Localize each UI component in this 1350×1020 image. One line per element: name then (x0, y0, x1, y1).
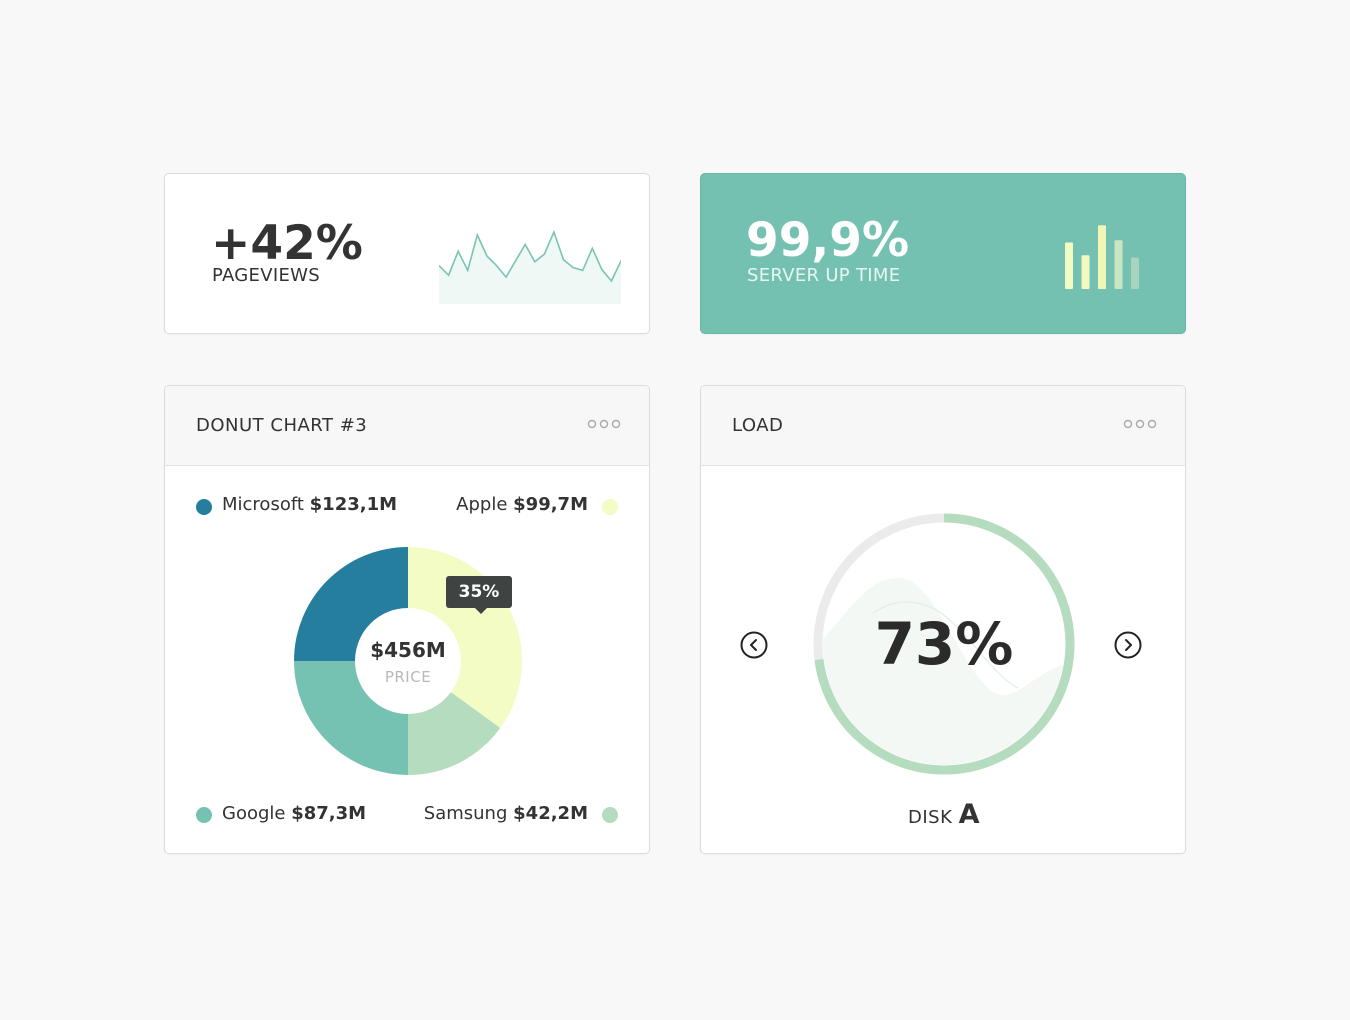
pageviews-label: PAGEVIEWS (212, 265, 320, 286)
legend-google-amount: $87,3M (291, 803, 367, 824)
legend-dot-microsoft (196, 499, 212, 515)
uptime-bar-5 (1131, 257, 1139, 289)
uptime-value: 99,9% (746, 213, 910, 268)
chevron-left-circle-icon[interactable] (740, 631, 768, 659)
sparkline-area (439, 232, 621, 304)
donut-total-value: $456M (370, 638, 446, 662)
donut-slice-samsung[interactable] (408, 692, 501, 775)
uptime-card: 99,9% SERVER UP TIME (700, 173, 1186, 334)
legend-apple-amount: $99,7M (513, 494, 588, 515)
uptime-bar-3 (1098, 225, 1106, 289)
donut-slice-google[interactable] (294, 661, 408, 775)
disk-label-letter: A (958, 799, 981, 830)
legend-dot-google (196, 807, 212, 823)
uptime-bar-1 (1065, 242, 1073, 289)
load-card-header: LOAD (701, 386, 1185, 466)
legend-dot-apple (602, 499, 618, 515)
more-dots-icon[interactable] (587, 418, 621, 430)
legend-microsoft-amount: $123,1M (309, 494, 398, 515)
legend-apple: Apple $99,7M (456, 494, 588, 515)
legend-samsung: Samsung $42,2M (424, 803, 588, 824)
donut-card-header: DONUT CHART #3 (165, 386, 649, 466)
legend-samsung-amount: $42,2M (513, 803, 588, 824)
gauge-progress-ring (813, 513, 1075, 775)
legend-microsoft: Microsoft $123,1M (222, 494, 397, 515)
donut-total-label: PRICE (384, 668, 432, 686)
disk-label: DISK A (844, 799, 1044, 830)
gauge-wave-line (872, 601, 1019, 689)
pageviews-sparkline (439, 229, 621, 304)
uptime-label: SERVER UP TIME (747, 265, 901, 286)
donut-chart (294, 547, 522, 775)
legend-samsung-name: Samsung (423, 803, 508, 824)
donut-slice-microsoft[interactable] (294, 547, 408, 661)
sparkline-line (439, 229, 621, 283)
legend-microsoft-name: Microsoft (222, 494, 304, 515)
uptime-bar-4 (1114, 240, 1123, 289)
legend-google-name: Google (222, 803, 286, 824)
disk-load-value: 73% (874, 610, 1014, 678)
donut-tooltip: 35% (446, 576, 512, 614)
load-card-title: LOAD (732, 415, 784, 436)
chevron-right-circle-icon[interactable] (1114, 631, 1142, 659)
uptime-bar-chart (1065, 225, 1139, 289)
legend-apple-name: Apple (456, 494, 508, 515)
donut-card-title: DONUT CHART #3 (196, 415, 368, 436)
uptime-bar-2 (1081, 255, 1090, 289)
donut-chart-card: DONUT CHART #3 Microsoft $123,1M Apple $… (164, 385, 650, 854)
pageviews-value: +42% (211, 216, 363, 271)
legend-google: Google $87,3M (222, 803, 366, 824)
pageviews-card: +42% PAGEVIEWS (164, 173, 650, 334)
gauge-wave-fill (823, 578, 1065, 765)
more-dots-icon[interactable] (1123, 418, 1157, 430)
disk-load-gauge (813, 513, 1075, 775)
disk-label-prefix: DISK (907, 807, 953, 828)
load-card: LOAD 73% DISK A (700, 385, 1186, 854)
legend-dot-samsung (602, 807, 618, 823)
